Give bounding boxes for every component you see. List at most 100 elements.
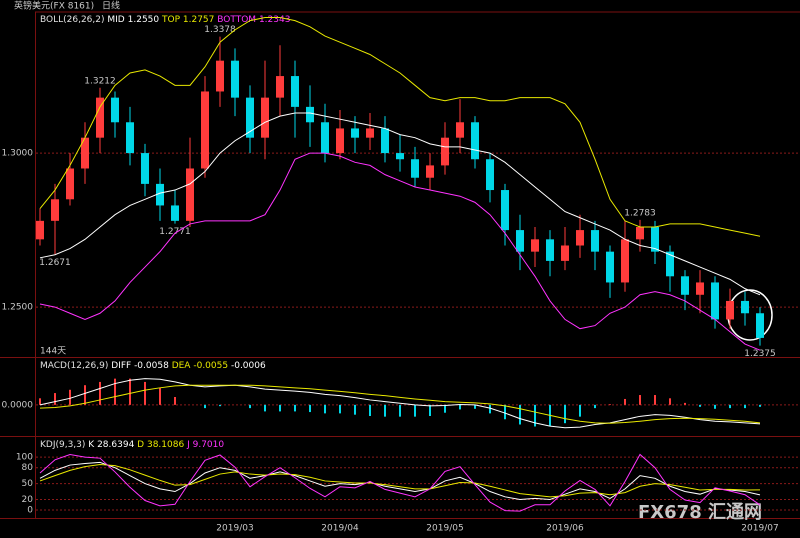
price-annotation: 1.3212	[84, 76, 116, 86]
x-tick-label: 2019/05	[426, 524, 463, 534]
legend-value: 9.7010	[193, 440, 225, 450]
candle-body	[186, 168, 194, 221]
legend-value: -0.0058	[134, 361, 169, 371]
x-tick-label: 2019/04	[321, 524, 359, 534]
indicator-line	[39, 384, 761, 424]
legend-value: 1.2343	[259, 15, 291, 25]
legend-name: K	[88, 440, 95, 450]
legend-name: DEA	[172, 361, 192, 371]
price-annotation: 1.2375	[744, 349, 776, 359]
y-tick-label: 80	[22, 463, 34, 473]
candle-body	[756, 313, 764, 338]
candle-body	[441, 137, 449, 166]
price-annotation: 1.2771	[159, 227, 191, 237]
y-tick-label: 50	[22, 479, 34, 489]
y-tick-label: 100	[16, 453, 33, 463]
candle-body	[306, 106, 314, 123]
legend-label: KDJ(9,3,3)	[40, 440, 85, 450]
x-tick-label: 2019/03	[216, 524, 253, 534]
legend: KDJ(9,3,3) K 28.6394 D 38.1086 J 9.7010	[40, 440, 224, 450]
y-tick-label: 20	[22, 495, 34, 505]
candle-body	[111, 97, 119, 123]
legend-name: D	[137, 440, 144, 450]
candle-body	[36, 220, 44, 240]
candle-body	[666, 251, 674, 277]
candle-body	[201, 91, 209, 169]
candle-body	[336, 128, 344, 154]
candle-body	[351, 128, 359, 138]
indicator-line	[39, 152, 761, 351]
y-tick-label: 0	[27, 506, 33, 516]
candle-body	[516, 230, 524, 252]
indicator-line	[39, 112, 761, 296]
legend-name: DIFF	[111, 361, 131, 371]
candle-body	[531, 239, 539, 252]
candle-body	[261, 97, 269, 138]
candle-body	[276, 76, 284, 98]
candle-body	[81, 137, 89, 169]
legend-value: -0.0055	[193, 361, 228, 371]
indicator-line	[39, 453, 761, 512]
candle-body	[651, 227, 659, 252]
y-tick-label: 1.2500	[2, 303, 34, 313]
legend-value: 38.1086	[147, 440, 184, 450]
candle-body	[711, 282, 719, 320]
days-label: 144天	[40, 347, 66, 357]
candle-body	[681, 276, 689, 295]
price-annotation: 1.2671	[39, 258, 71, 268]
candle-body	[66, 168, 74, 200]
candle-body	[246, 97, 254, 138]
legend-name: BOTTOM	[217, 15, 256, 25]
legend: MACD(12,26,9) DIFF -0.0058 DEA -0.0055 -…	[40, 361, 266, 371]
candle-body	[456, 122, 464, 138]
candle-body	[381, 128, 389, 154]
candle-body	[576, 230, 584, 246]
candle-body	[51, 199, 59, 221]
legend-name: J	[186, 440, 190, 450]
legend-value: -0.0006	[231, 361, 266, 371]
candle-body	[726, 300, 734, 320]
candle-body	[156, 183, 164, 206]
candle-body	[321, 122, 329, 154]
price-annotation: 1.3378	[204, 25, 236, 35]
candle-body	[291, 76, 299, 107]
candle-body	[696, 282, 704, 295]
candle-body	[741, 300, 749, 314]
legend-label: MACD(12,26,9)	[40, 361, 108, 371]
indicator-line	[39, 461, 761, 500]
candle-body	[126, 122, 134, 154]
candle-body	[366, 128, 374, 138]
candle-body	[621, 239, 629, 283]
indicator-line	[39, 17, 761, 237]
candle-body	[546, 239, 554, 261]
price-annotation: 1.2783	[624, 208, 656, 218]
candle-body	[636, 227, 644, 240]
candle-body	[96, 97, 104, 138]
legend: BOLL(26,26,2) MID 1.2550 TOP 1.2757 BOTT…	[40, 15, 290, 25]
x-tick-label: 2019/06	[546, 524, 584, 534]
candle-body	[171, 205, 179, 221]
y-tick-label: 0.0000	[2, 400, 34, 410]
candle-body	[561, 245, 569, 261]
period: 日线	[102, 0, 120, 12]
panel-frames	[0, 11, 800, 519]
candle-body	[591, 230, 599, 252]
candle-body	[501, 190, 509, 231]
candle-body	[141, 153, 149, 184]
legend-name: MID	[107, 15, 124, 25]
legend-label: BOLL(26,26,2)	[40, 15, 105, 25]
candle-body	[231, 60, 239, 98]
candle-body	[606, 251, 614, 283]
watermark: FX678 汇通网	[638, 502, 762, 523]
y-tick-label: 1.3000	[2, 149, 34, 159]
indicator-line	[39, 378, 761, 429]
candle-body	[426, 165, 434, 178]
candle-body	[411, 159, 419, 178]
indicator-line	[39, 464, 761, 498]
title: 英镑美元(FX 8161)	[14, 0, 94, 12]
legend-value: 28.6394	[97, 440, 134, 450]
legend-value: 1.2757	[183, 15, 215, 25]
candle-body	[471, 122, 479, 160]
legend-name: TOP	[161, 15, 181, 25]
